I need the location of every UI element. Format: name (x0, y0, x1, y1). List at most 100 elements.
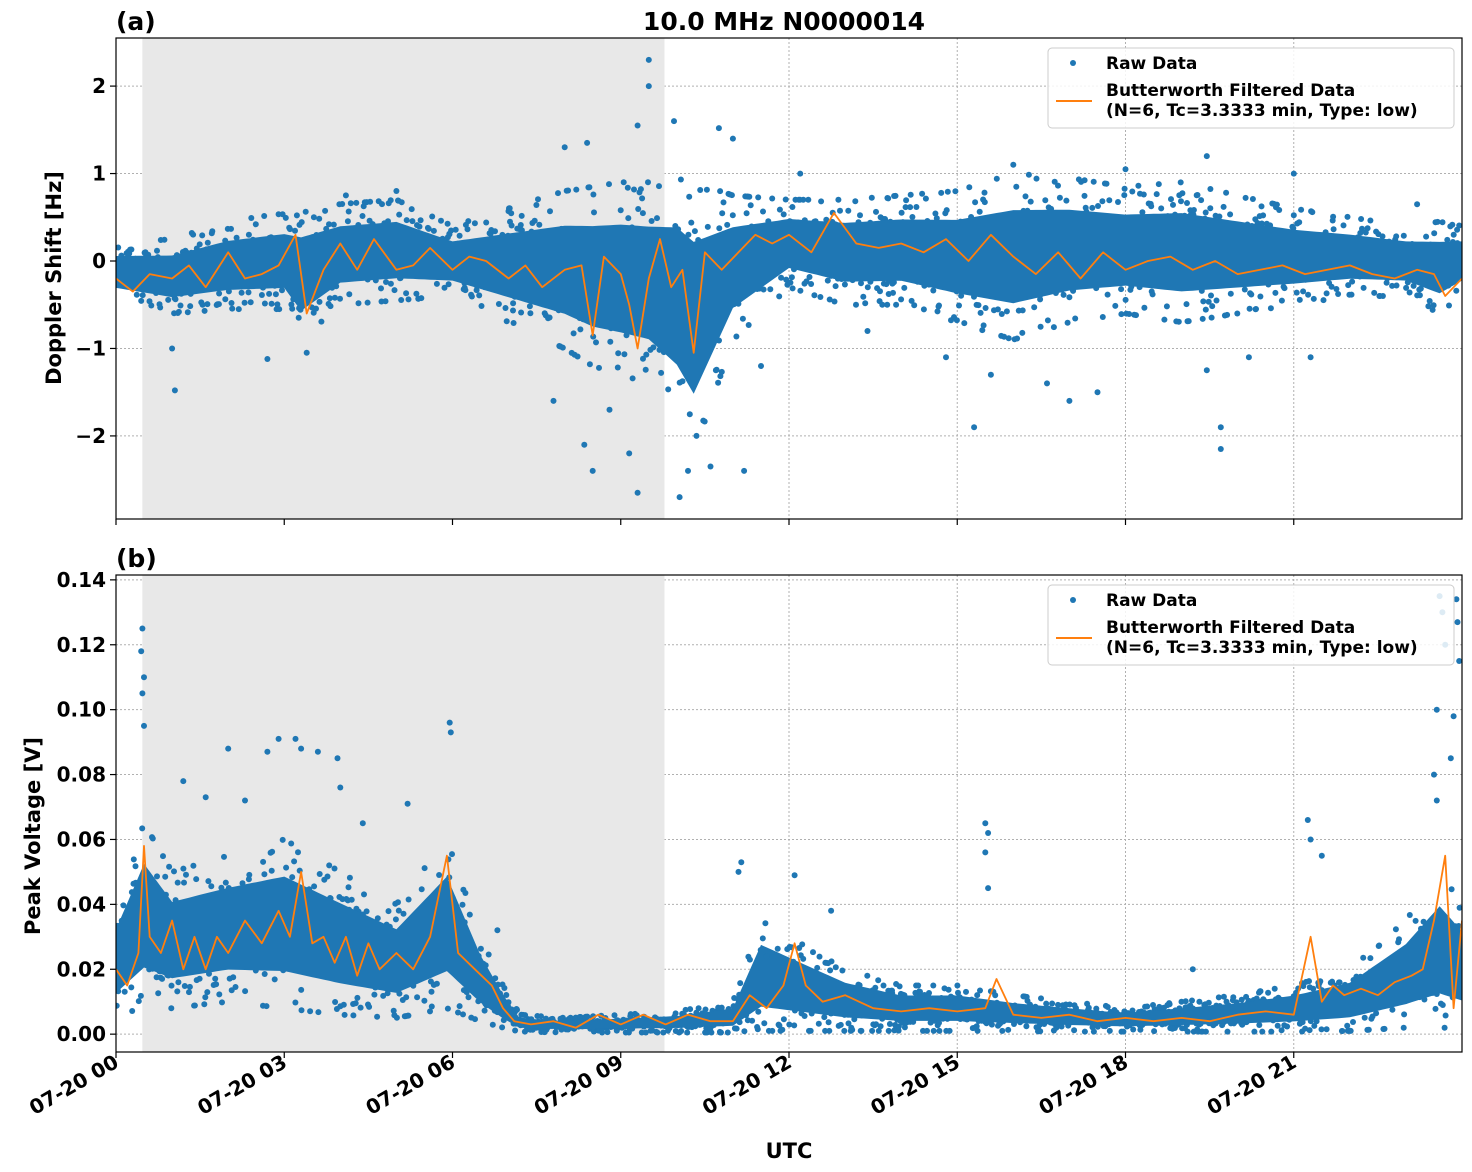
panel-a-raw-point (862, 300, 869, 307)
panel-b-raw-point (1144, 1003, 1151, 1010)
panel-a-raw-point (508, 210, 515, 217)
panel-a-raw-outlier-point (741, 467, 748, 474)
panel-a-raw-point (586, 184, 593, 191)
panel-a-raw-outlier-point (693, 432, 700, 439)
panel-a-raw-point (258, 292, 265, 298)
panel-b-raw-point (246, 871, 253, 878)
panel-b-raw-point (1256, 1022, 1263, 1028)
panel-a-raw-point (1296, 219, 1303, 226)
panel-a-raw-point (789, 204, 796, 210)
panel-a-raw-point (1141, 304, 1148, 311)
panel-a-raw-point (322, 207, 329, 214)
panel-a-raw-point (1406, 289, 1413, 296)
panel-a-raw-point (645, 179, 651, 186)
panel-b-raw-point (1257, 988, 1264, 995)
panel-a-raw-point (438, 217, 444, 224)
panel-b-raw-point (135, 998, 142, 1005)
panel-a-raw-point (998, 311, 1005, 317)
panel-a-raw-point (691, 228, 698, 235)
panel-a-raw-point (445, 281, 452, 288)
panel-a-raw-point (1258, 203, 1265, 210)
panel-b-raw-point (159, 975, 166, 982)
panel-a-raw-point (679, 378, 686, 385)
panel-b-raw-point (380, 992, 387, 999)
panel-b-raw-point (181, 983, 188, 989)
panel-b-raw-point (1038, 995, 1044, 1002)
panel-b-raw-point (974, 992, 981, 999)
panel-a-raw-point (1019, 329, 1026, 336)
panel-a-raw-point (383, 279, 389, 285)
panel-a-raw-point (241, 299, 248, 306)
panel-a-raw-point (1456, 222, 1462, 229)
panel-b-raw-point (1205, 999, 1212, 1006)
panel-b-raw-point (129, 1008, 136, 1014)
panel-a-raw-point (326, 221, 332, 228)
panel-a-raw-point (199, 301, 206, 308)
panel-b-raw-point (400, 910, 407, 917)
panel-a-raw-point (1003, 308, 1010, 315)
panel-b-raw-point (552, 1029, 559, 1036)
panel-b-raw-point (357, 1004, 364, 1011)
panel-a-raw-point (272, 291, 279, 298)
panel-a-raw-point (209, 228, 216, 235)
panel-a-raw-point (1360, 284, 1367, 291)
panel-a-raw-point (302, 208, 309, 215)
panel-b-raw-point (283, 864, 290, 871)
panel-b-raw-point (1151, 1028, 1158, 1035)
panel-a-raw-point (956, 302, 962, 309)
panel-a-raw-point (994, 306, 1001, 313)
panel-b-raw-point (827, 967, 834, 974)
panel-a-raw-point (665, 386, 672, 393)
panel-b-raw-point (930, 982, 937, 989)
panel-a-raw-point (919, 190, 926, 197)
panel-b-raw-point (132, 863, 139, 870)
panel-b-raw-point (886, 1021, 893, 1027)
panel-b-raw-point (311, 883, 318, 890)
panel-a-raw-point (1453, 287, 1460, 294)
panel-b-raw-point (481, 1007, 488, 1014)
panel-a-raw-point (1234, 310, 1241, 317)
panel-a-raw-point (148, 302, 155, 309)
panel-a-raw-point (318, 318, 325, 325)
panel-a-raw-point (760, 286, 767, 293)
panel-a-raw-point (1161, 316, 1168, 323)
panel-a-raw-outlier-point (342, 192, 349, 199)
panel-a-raw-point (355, 300, 362, 307)
panel-a-raw-point (252, 221, 259, 228)
panel-a-raw-point (1389, 282, 1396, 289)
panel-a-raw-point (1320, 297, 1327, 304)
panel-b-raw-point (222, 879, 229, 886)
panel-a-raw-point (478, 303, 485, 309)
panel-b-raw-point (762, 920, 769, 927)
panel-a-raw-point (728, 192, 735, 199)
panel-b-raw-point (405, 896, 412, 903)
panel-a-raw-outlier-point (1122, 166, 1129, 173)
panel-a-raw-point (818, 198, 825, 205)
panel-b-raw-point (455, 1009, 461, 1016)
panel-a-raw-point (1033, 175, 1040, 182)
panel-a-raw-point (295, 314, 302, 321)
panel-a-raw-point (975, 302, 982, 309)
panel-a-raw-point (1249, 196, 1256, 202)
panel-a-raw-point (733, 333, 740, 340)
panel-b-raw-point (538, 1013, 544, 1020)
panel-a-raw-outlier-point (264, 356, 271, 362)
panel-a-raw-point (1426, 298, 1433, 304)
panel-b-raw-point (137, 992, 144, 999)
panel-a-raw-point (574, 353, 581, 360)
panel-b-raw-point (1268, 1028, 1275, 1035)
panel-b-raw-point (1238, 996, 1245, 1003)
panel-b-raw-point (352, 1000, 359, 1007)
panel-b-raw-point (501, 985, 508, 991)
panel-b-raw-point (279, 836, 286, 843)
panel-a-raw-point (1446, 302, 1452, 309)
panel-a-raw-point (506, 205, 513, 212)
panel-a: (a) 210−1−2 Doppler Shift [Hz] Raw DataB… (42, 7, 1463, 525)
panel-a-raw-point (1358, 216, 1365, 222)
panel-b-raw-point (930, 1027, 937, 1034)
panel-b-raw-point (695, 1005, 702, 1012)
panel-a-raw-point (586, 361, 593, 368)
panel-a-raw-point (1031, 304, 1038, 311)
panel-a-raw-point (953, 317, 960, 324)
